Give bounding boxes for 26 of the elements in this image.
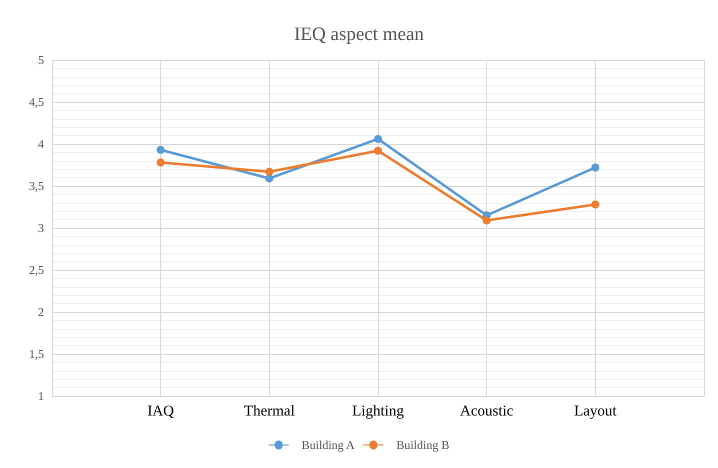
point	[156, 146, 165, 154]
legend-label: Building A	[302, 438, 356, 452]
chart-title: IEQ aspect mean	[294, 24, 424, 45]
point	[374, 146, 382, 155]
x-tick-label: IAQ	[147, 404, 174, 420]
x-tick-label: Acoustic	[460, 404, 514, 420]
point	[156, 158, 165, 166]
y-tick-label: 2,5	[29, 263, 44, 277]
x-tick-label: Lighting	[352, 404, 404, 420]
point	[265, 168, 274, 176]
point	[591, 200, 600, 208]
x-tick-label: Thermal	[244, 404, 295, 420]
y-tick-label: 4	[38, 137, 44, 151]
y-tick-label: 3	[38, 221, 44, 235]
y-tick-label: 1	[38, 389, 44, 403]
point	[265, 174, 274, 182]
x-tick-label: Layout	[574, 404, 618, 420]
point	[374, 134, 382, 143]
y-tick-label: 1,5	[29, 347, 44, 361]
y-tick-label: 5	[38, 53, 44, 67]
point	[591, 164, 600, 172]
y-tick-label: 4,5	[29, 95, 44, 109]
y-tick-label: 2	[38, 305, 44, 319]
y-tick-label: 3,5	[29, 179, 44, 193]
point	[482, 216, 491, 224]
legend-label: Building B	[396, 438, 450, 452]
